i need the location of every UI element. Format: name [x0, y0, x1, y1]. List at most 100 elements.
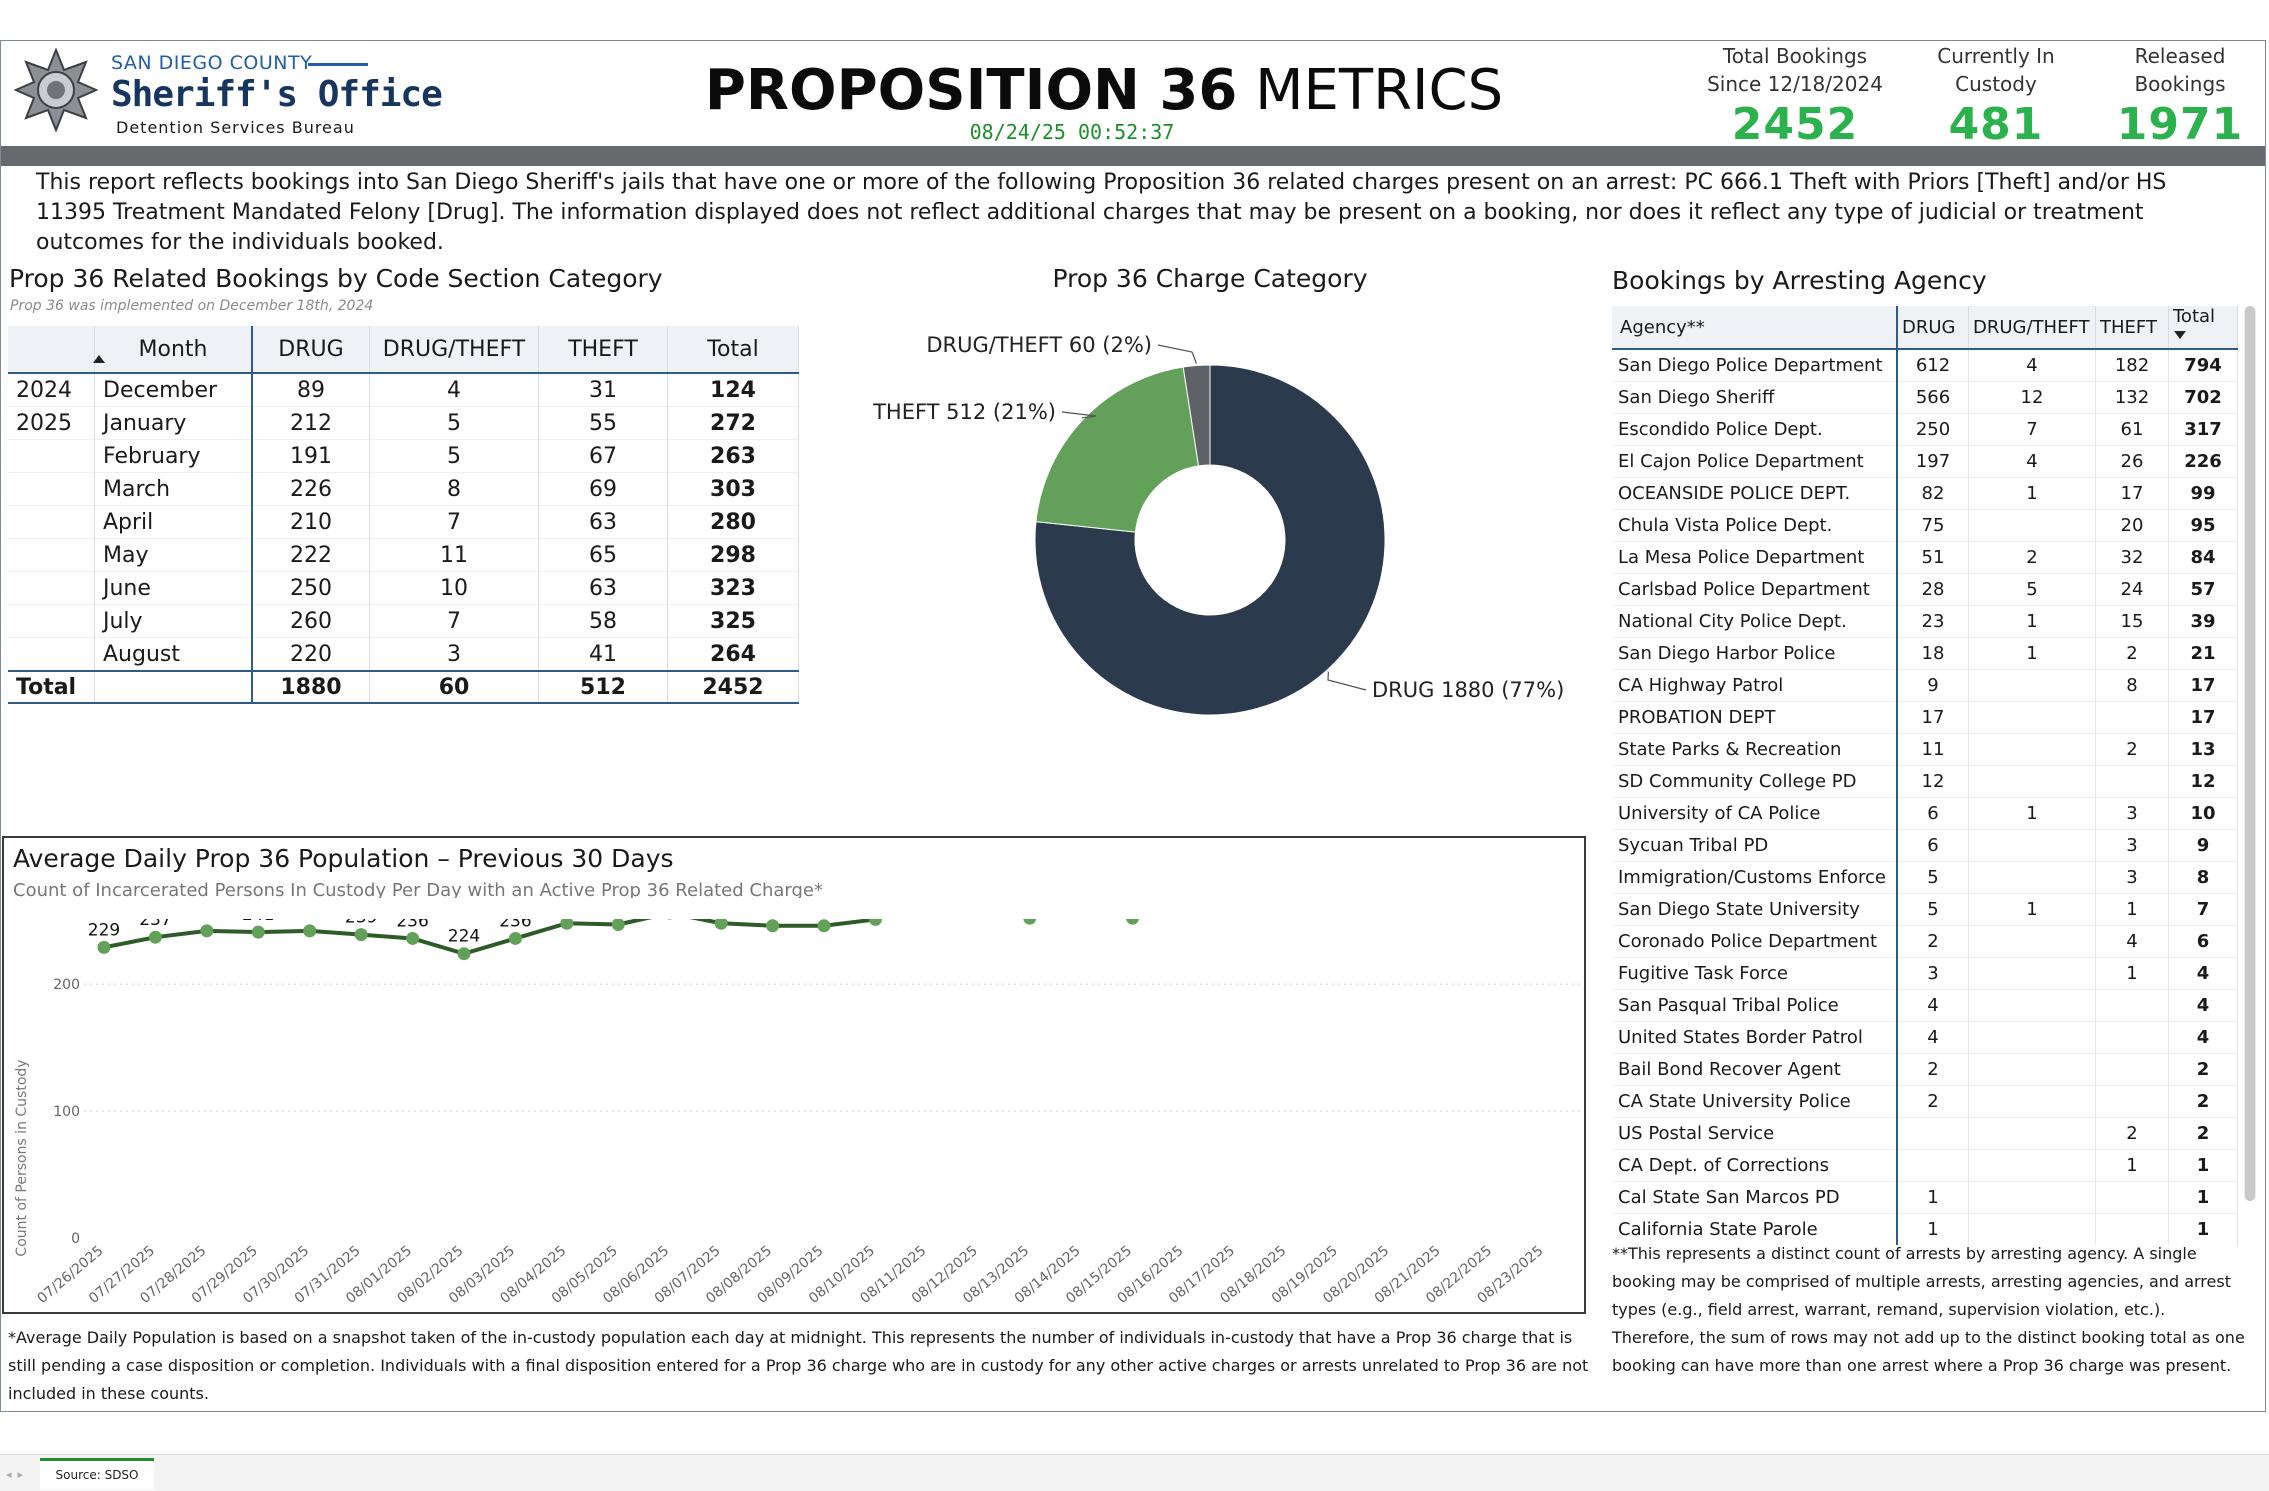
- total-cell: 12: [2168, 765, 2238, 798]
- column-header-theft[interactable]: THEFT: [2095, 306, 2169, 350]
- theft-cell: 1: [2095, 1149, 2169, 1182]
- data-point[interactable]: [714, 916, 728, 930]
- data-point[interactable]: [251, 925, 265, 939]
- agency-cell: Escondido Police Dept.: [1612, 413, 1898, 446]
- agency-cell: Sycuan Tribal PD: [1612, 829, 1898, 862]
- total-cell: 21: [2168, 637, 2238, 670]
- data-point[interactable]: [97, 940, 111, 954]
- data-point[interactable]: [508, 931, 522, 945]
- donut-slice-drug-theft[interactable]: [1182, 364, 1211, 467]
- year-cell: [8, 571, 95, 605]
- data-point[interactable]: [354, 928, 368, 942]
- column-header-total[interactable]: Total: [2168, 306, 2238, 350]
- refresh-timestamp: 08/24/25 00:52:37: [969, 120, 1175, 144]
- total-cell: 99: [2168, 477, 2238, 510]
- total-cell: 1: [2168, 1213, 2238, 1245]
- agency-cell: La Mesa Police Department: [1612, 541, 1898, 574]
- agency-cell: CA State University Police: [1612, 1085, 1898, 1118]
- data-point[interactable]: [817, 919, 831, 933]
- data-point[interactable]: [611, 918, 625, 931]
- total-cell: 17: [2168, 701, 2238, 734]
- bookings-by-month-table: Month DRUG DRUG/THEFT THEFT Total 2024 De…: [8, 326, 799, 704]
- drug-theft-cell: [1968, 989, 2096, 1022]
- sort-ascending-icon[interactable]: [92, 354, 106, 364]
- total-cell: 303: [667, 472, 799, 506]
- table-row: PROBATION DEPT 17 17: [1612, 701, 2238, 734]
- tab-source-sdso[interactable]: Source: SDSO: [40, 1458, 154, 1490]
- agency-cell: El Cajon Police Department: [1612, 445, 1898, 478]
- table-row: Fugitive Task Force 3 1 4: [1612, 957, 2238, 990]
- theft-cell: 8: [2095, 669, 2169, 702]
- bookings-by-agency-table: Agency** DRUG DRUG/THEFT THEFT Total San…: [1612, 306, 2238, 1245]
- y-tick-label: 200: [53, 977, 80, 993]
- total-cell: 325: [667, 604, 799, 638]
- drug-cell: 2: [1897, 1053, 1969, 1086]
- total-cell: 95: [2168, 509, 2238, 542]
- theft-cell: 63: [538, 505, 668, 539]
- drug-cell: 6: [1897, 797, 1969, 830]
- data-point[interactable]: [148, 930, 162, 944]
- donut-chart-title: Prop 36 Charge Category: [1052, 264, 1368, 293]
- donut-leader-line: [1061, 411, 1097, 419]
- drug-cell: 75: [1897, 509, 1969, 542]
- total-row-label: Total: [8, 670, 95, 704]
- drug-theft-cell: [1968, 1117, 2096, 1150]
- table-row: CA State University Police 2 2: [1612, 1085, 2238, 1118]
- drug-theft-cell: 7: [1968, 413, 2096, 446]
- table-row: United States Border Patrol 4 4: [1612, 1021, 2238, 1054]
- total-cell: 2: [2168, 1085, 2238, 1118]
- kpi-value: 481: [1948, 99, 2044, 150]
- theft-cell: 67: [538, 439, 668, 473]
- donut-slice-theft[interactable]: [1035, 366, 1200, 533]
- column-header-drug-theft[interactable]: DRUG/THEFT: [1968, 306, 2096, 350]
- drug-cell: 3: [1897, 957, 1969, 990]
- data-point[interactable]: [406, 931, 420, 945]
- theft-cell: 2: [2095, 1117, 2169, 1150]
- drug-theft-cell: [1968, 1149, 2096, 1182]
- column-header-month[interactable]: Month: [94, 326, 253, 373]
- drug-cell: 23: [1897, 605, 1969, 638]
- theft-cell: 3: [2095, 861, 2169, 894]
- total-row-theft: 512: [538, 670, 668, 704]
- drug-cell: 82: [1897, 477, 1969, 510]
- table-row: Carlsbad Police Department 28 5 24 57: [1612, 573, 2238, 606]
- month-table-body: 2024 December 89 4 31 124 2025 January 212 5 55 272…: [8, 372, 799, 671]
- kpi-value: 2452: [1731, 99, 1859, 150]
- data-point[interactable]: [766, 919, 780, 933]
- agency-table-scrollbar-thumb[interactable]: [2245, 306, 2255, 1201]
- drug-theft-cell: 7: [369, 505, 539, 539]
- column-header-drug-theft[interactable]: DRUG/THEFT: [369, 326, 539, 373]
- drug-cell: [1897, 1117, 1969, 1150]
- donut-slice-drug[interactable]: [1034, 364, 1386, 716]
- column-header-drug[interactable]: DRUG: [1897, 306, 1969, 350]
- drug-cell: 191: [252, 439, 370, 473]
- sort-descending-icon[interactable]: [2173, 330, 2187, 340]
- theft-cell: 58: [538, 604, 668, 638]
- y-tick-label: 0: [71, 1231, 80, 1247]
- data-point[interactable]: [560, 916, 574, 930]
- column-header-theft[interactable]: THEFT: [538, 326, 668, 373]
- agency-cell: San Diego Harbor Police: [1612, 637, 1898, 670]
- y-tick-label: 100: [53, 1104, 80, 1120]
- total-cell: 272: [667, 406, 799, 440]
- drug-cell: 566: [1897, 381, 1969, 414]
- tab-scroll-arrows-icon[interactable]: ◂▸: [6, 1468, 30, 1481]
- org-subtitle-label: Detention Services Bureau: [116, 118, 355, 137]
- data-point[interactable]: [303, 924, 317, 938]
- column-header-label: Total: [2173, 306, 2216, 327]
- drug-theft-cell: [1968, 701, 2096, 734]
- column-header-total[interactable]: Total: [667, 326, 799, 373]
- theft-cell: [2095, 1021, 2169, 1054]
- column-header-agency[interactable]: Agency**: [1612, 306, 1898, 350]
- total-cell: 298: [667, 538, 799, 572]
- column-header-drug[interactable]: DRUG: [252, 326, 370, 373]
- table-header-row: Month DRUG DRUG/THEFT THEFT Total: [8, 326, 799, 373]
- drug-theft-cell: [1968, 925, 2096, 958]
- data-point[interactable]: [457, 947, 471, 961]
- drug-theft-cell: 8: [369, 472, 539, 506]
- table-row: National City Police Dept. 23 1 15 39: [1612, 605, 2238, 638]
- drug-cell: 9: [1897, 669, 1969, 702]
- data-point[interactable]: [200, 924, 214, 938]
- drug-theft-cell: 11: [369, 538, 539, 572]
- theft-cell: 1: [2095, 957, 2169, 990]
